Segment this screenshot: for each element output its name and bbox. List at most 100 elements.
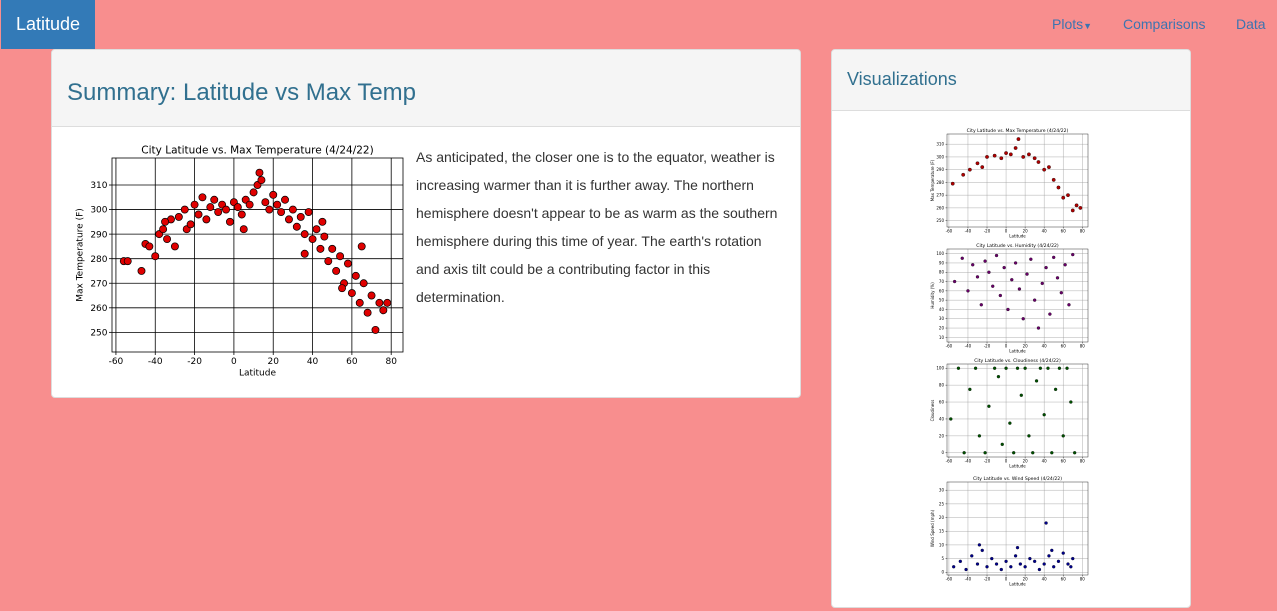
- point: [987, 404, 991, 408]
- point: [977, 434, 982, 438]
- point: [996, 375, 1001, 379]
- y-tick-label: 5: [941, 556, 944, 561]
- point: [1042, 167, 1047, 172]
- point: [186, 220, 195, 229]
- point: [273, 200, 282, 209]
- point: [1042, 413, 1046, 417]
- thumbnail-chart[interactable]: -60 -40 -20 0 20 40 60 80 250 260 270 280 290 300 310 C…: [925, 125, 1095, 241]
- y-axis-label: Max Temperature (F): [75, 208, 85, 302]
- point: [1053, 387, 1058, 392]
- x-axis-label: Latitude: [1009, 582, 1026, 587]
- point: [1032, 156, 1037, 161]
- y-tick-label: 100: [936, 251, 944, 256]
- point: [1070, 208, 1075, 213]
- y-tick-label: 100: [936, 366, 944, 371]
- y-tick-label: 270: [90, 279, 107, 289]
- y-tick-label: 10: [939, 542, 945, 547]
- y-tick-label: 60: [939, 288, 945, 293]
- point: [336, 252, 345, 261]
- point: [351, 271, 360, 280]
- point: [1066, 193, 1070, 198]
- point: [1027, 152, 1031, 157]
- point: [1055, 276, 1060, 280]
- point: [998, 293, 1003, 298]
- navbar: Latitude Plots▼ Comparisons Data: [0, 0, 1277, 49]
- y-tick-label: 90: [939, 260, 945, 265]
- x-axis-label: Latitude: [1009, 234, 1026, 239]
- point: [987, 270, 991, 274]
- thumbnail-chart[interactable]: -60 -40 -20 0 20 40 60 80 10 20 30 40 50 60 70 80 90 100 C…: [925, 240, 1095, 356]
- y-tick-label: 20: [939, 433, 945, 438]
- point: [1021, 317, 1025, 321]
- point: [983, 451, 987, 455]
- x-tick-label: -40: [965, 229, 972, 234]
- point: [383, 298, 392, 307]
- point: [968, 387, 972, 392]
- chart-title: City Latitude vs. Max Temperature (4/24/…: [967, 128, 1069, 134]
- point: [161, 217, 170, 226]
- point: [174, 212, 183, 221]
- x-tick-label: 40: [1042, 459, 1048, 464]
- point: [949, 417, 953, 421]
- y-tick-label: 310: [936, 142, 944, 147]
- y-tick-label: 30: [939, 316, 945, 321]
- x-tick-label: -60: [946, 344, 953, 349]
- point: [1034, 379, 1039, 383]
- point: [994, 562, 999, 566]
- thumbnail-chart[interactable]: -60 -40 -20 0 20 40 60 80 0 20 40 60 80 100 City Latit…: [925, 355, 1095, 472]
- point: [1056, 185, 1061, 190]
- point: [1052, 565, 1056, 569]
- nav-link[interactable]: Comparisons: [1123, 16, 1206, 32]
- point: [288, 205, 297, 214]
- point: [145, 242, 154, 251]
- point: [956, 366, 961, 370]
- point: [1013, 261, 1018, 265]
- x-tick-label: 0: [231, 357, 237, 367]
- point: [975, 275, 980, 279]
- point: [1036, 160, 1041, 164]
- point: [952, 565, 956, 569]
- x-tick-label: 40: [307, 357, 319, 367]
- y-tick-label: 40: [939, 416, 945, 421]
- point: [1038, 366, 1043, 370]
- point: [123, 257, 132, 266]
- nav-link-text: Plots: [1052, 16, 1084, 32]
- point: [1012, 451, 1016, 455]
- x-tick-label: -40: [965, 577, 972, 582]
- point: [170, 242, 179, 251]
- point: [1042, 562, 1046, 566]
- nav-link[interactable]: Data: [1236, 16, 1266, 32]
- point: [983, 259, 987, 263]
- point: [343, 259, 352, 268]
- point: [961, 172, 966, 177]
- point: [347, 289, 356, 298]
- point: [966, 289, 970, 293]
- brand[interactable]: Latitude: [1, 0, 95, 49]
- point: [1027, 434, 1031, 438]
- point: [979, 303, 983, 307]
- point: [1028, 556, 1032, 561]
- x-tick-label: 0: [1005, 229, 1008, 234]
- point: [1008, 152, 1013, 157]
- point: [1010, 278, 1014, 282]
- nav-link[interactable]: Plots▼: [1052, 16, 1093, 32]
- visualizations-title: Visualizations: [832, 50, 1190, 111]
- point: [277, 208, 286, 216]
- point: [265, 205, 274, 214]
- point: [318, 217, 327, 226]
- point: [206, 203, 215, 212]
- point: [239, 225, 248, 234]
- point: [257, 176, 266, 185]
- thumbnail-chart[interactable]: -60 -40 -20 0 20 40 60 80 0 5 10 15 20 25 30 City Latit…: [925, 473, 1095, 590]
- x-tick-label: 20: [268, 357, 280, 367]
- y-tick-label: 25: [939, 501, 945, 506]
- y-tick-label: 80: [939, 383, 945, 388]
- point: [284, 215, 293, 224]
- x-tick-label: 80: [385, 357, 397, 367]
- point: [375, 298, 384, 307]
- point: [1013, 146, 1018, 150]
- x-axis-label: Latitude: [239, 369, 277, 379]
- point: [990, 556, 994, 561]
- x-tick-label: 0: [1005, 344, 1008, 349]
- point: [975, 562, 980, 566]
